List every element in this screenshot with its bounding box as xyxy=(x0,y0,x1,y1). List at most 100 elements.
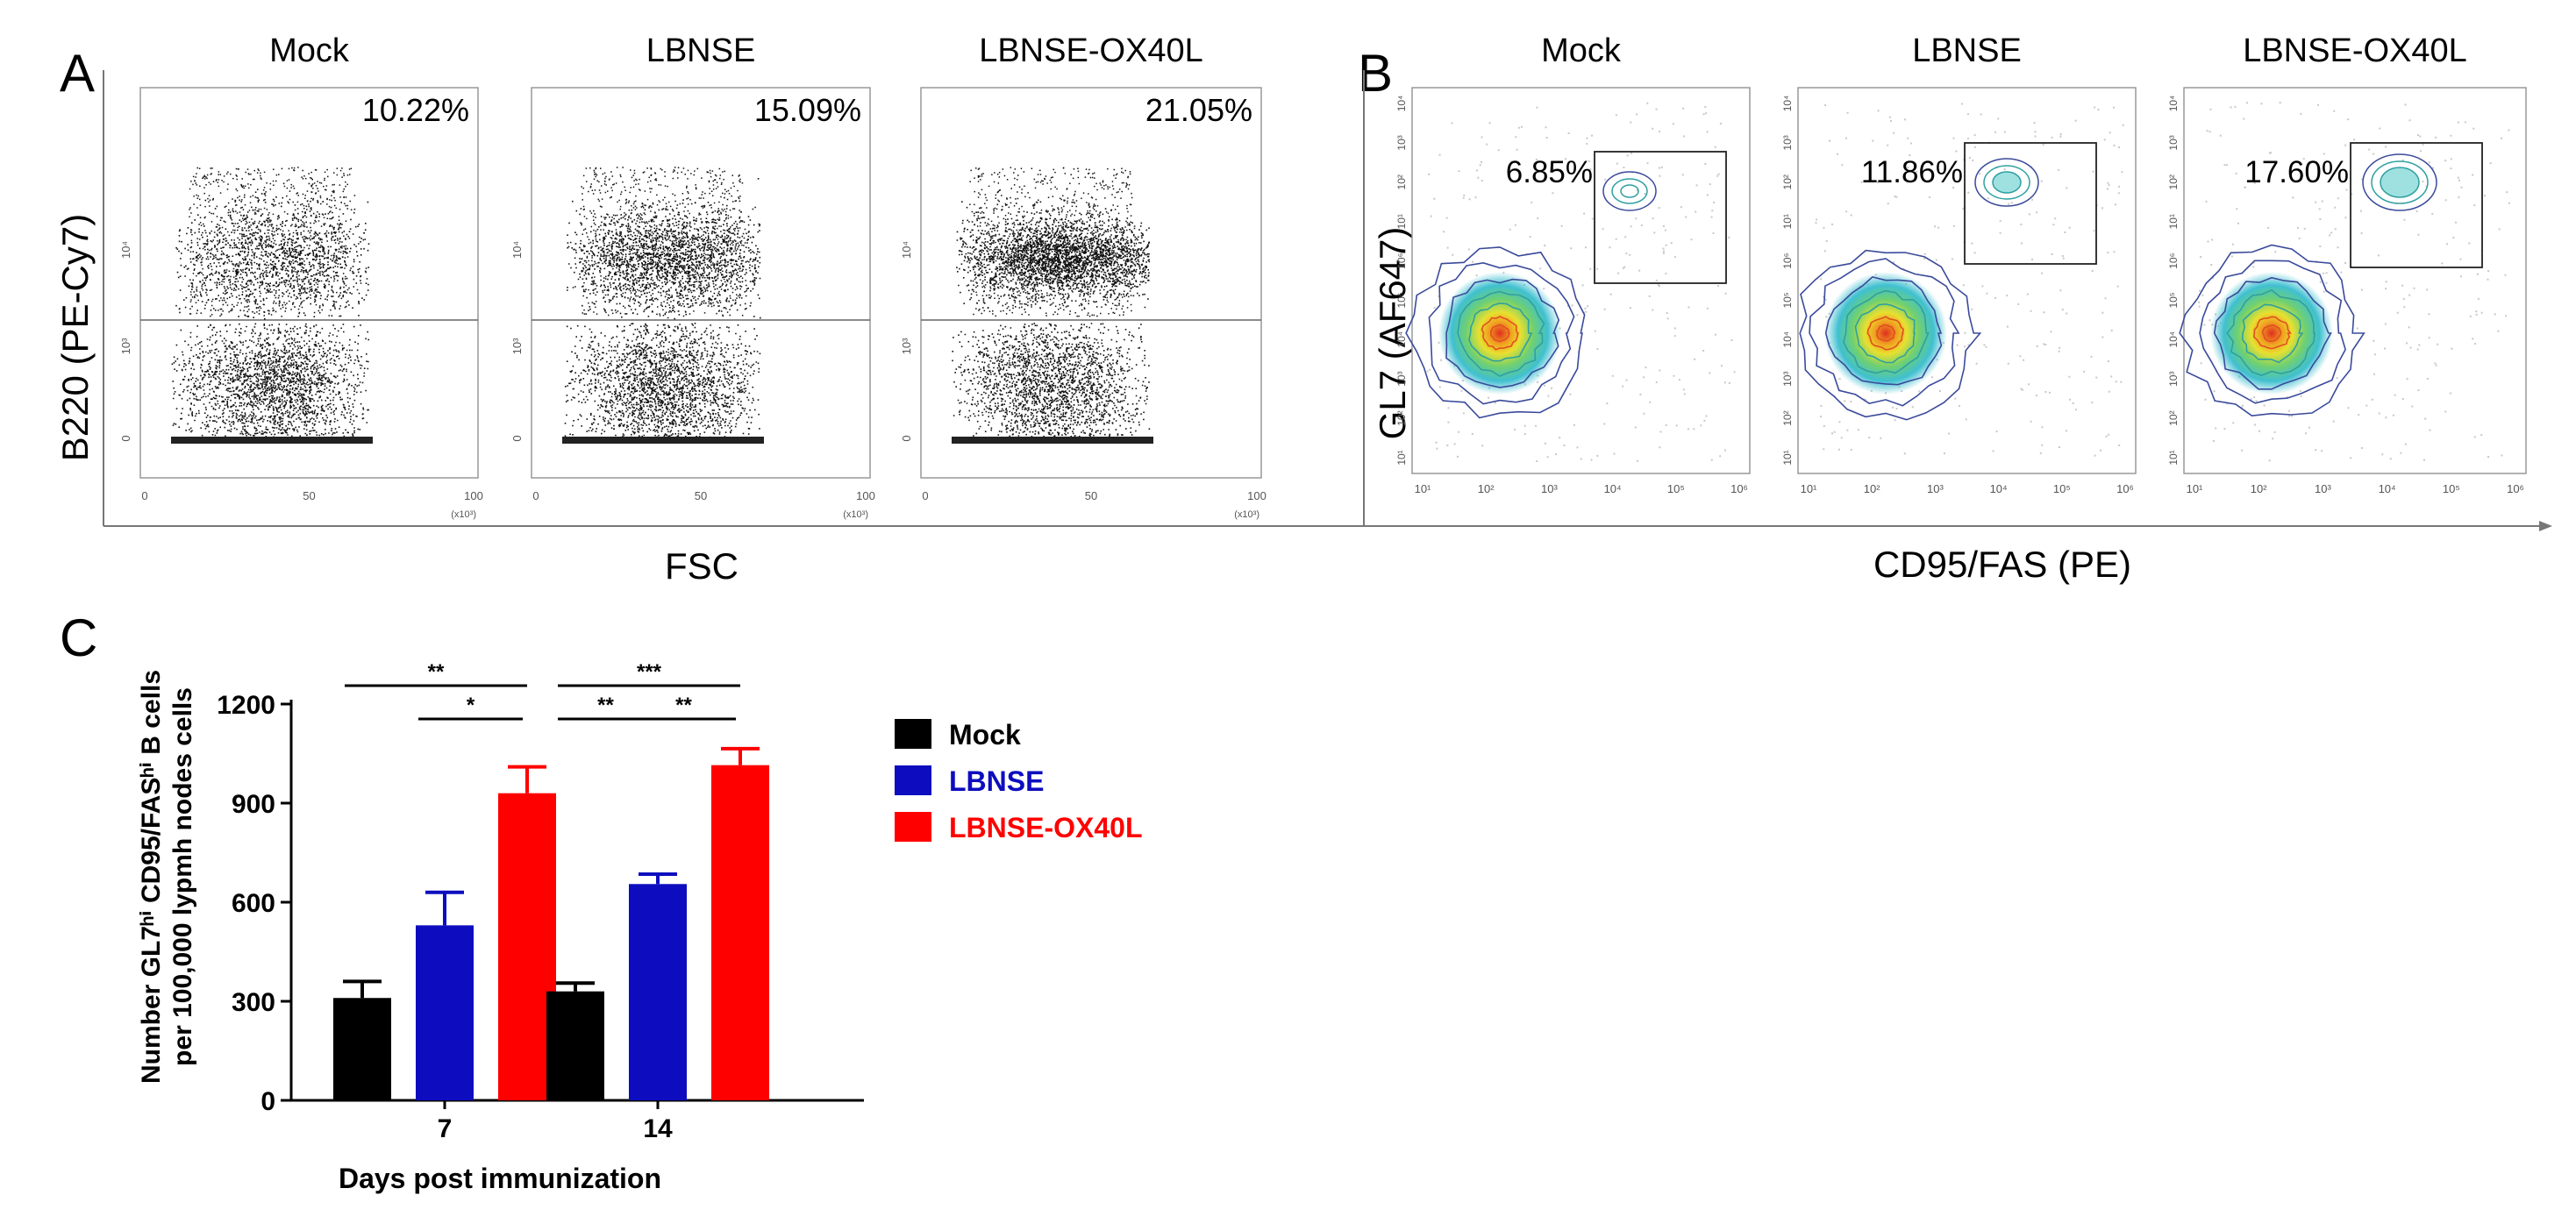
significance-label: ** xyxy=(428,660,445,684)
y-tick-label: 10¹ xyxy=(1395,450,1408,465)
x-tick-label: 10⁴ xyxy=(1990,482,2008,495)
y-tick-label: 10⁵ xyxy=(1781,292,1794,308)
contour-line xyxy=(2261,324,2282,343)
background-events xyxy=(1815,103,2124,457)
bar-chart-x-label: Days post immunization xyxy=(339,1163,661,1194)
contour-line xyxy=(1457,290,1545,377)
x-tick-label: 10² xyxy=(1864,482,1880,495)
contour-line xyxy=(1445,278,1560,388)
significance-label: *** xyxy=(637,660,662,684)
x-tick-label: 10³ xyxy=(2315,482,2331,495)
contour-plot-2: LBNSE 11.86% 10¹ 10² 10³ 10⁴ 10⁵ 10⁶ 10¹ 10² 10³ 10… xyxy=(1781,32,2137,495)
gated-contour xyxy=(1602,171,1657,211)
x-tick-label: 10⁶ xyxy=(2507,482,2524,495)
gate-percent: 10.22% xyxy=(362,92,469,128)
y-tick-label: 10⁶ xyxy=(2167,253,2180,268)
contour-line xyxy=(2213,276,2332,390)
contour-line xyxy=(1875,324,1896,342)
x-tick-label: 10⁶ xyxy=(1730,482,1748,495)
x-scale-note: (x10³) xyxy=(1234,509,1259,520)
x-tick-label: 100 xyxy=(856,489,875,502)
contour-plot-frame xyxy=(1797,87,2137,474)
gate-percent: 6.85% xyxy=(1506,155,1593,189)
contour-line xyxy=(1799,249,1982,421)
y-tick-label: 10⁴ xyxy=(900,241,913,259)
x-scale-note: (x10³) xyxy=(843,509,868,520)
y-tick-label: 10⁵ xyxy=(1395,292,1408,308)
gated-contour xyxy=(2371,160,2429,204)
y-tick-label: 600 xyxy=(232,889,275,918)
y-tick-label: 10¹ xyxy=(1781,450,1794,465)
y-tick-label: 10⁴ xyxy=(119,241,132,259)
significance-label: ** xyxy=(597,694,614,717)
y-tick-label: 900 xyxy=(232,790,275,819)
contour-line xyxy=(2252,316,2292,350)
gate-box xyxy=(1594,151,1727,284)
contour-line xyxy=(1428,261,1575,405)
bar-chart-y-label-line1: Number GL7ʰⁱ CD95/FASʰⁱ B cells xyxy=(137,670,166,1084)
event-dots xyxy=(171,167,370,440)
x-tick-label: 100 xyxy=(1247,489,1267,502)
dot-plot-title: Mock xyxy=(269,32,350,69)
contour-plot-3: LBNSE-OX40L 17.60% 10¹ 10² 10³ 10⁴ 10⁵ 10⁶ 10¹ 10… xyxy=(2167,32,2527,495)
bar-lbnse-ox40l-day14 xyxy=(711,765,769,1100)
y-tick-label: 10² xyxy=(2167,410,2180,425)
gated-contour xyxy=(1983,165,2030,200)
x-tick-label: 10⁵ xyxy=(2443,482,2460,495)
x-tick-label: 10² xyxy=(1478,482,1495,495)
y-tick-label: 0 xyxy=(510,435,524,441)
gate-percent: 21.05% xyxy=(1145,92,1252,128)
dot-plot-2: LBNSE 15.09% 0 50 100 (x10³) 0 10³ 10⁴ xyxy=(510,32,875,520)
gate-percent: 11.86% xyxy=(1861,155,1963,189)
gated-contour xyxy=(1974,158,2039,207)
x-tick-label: 10¹ xyxy=(2187,482,2203,495)
contour-line xyxy=(2199,260,2346,404)
y-tick-label: 300 xyxy=(232,988,275,1017)
y-tick-label: 10² xyxy=(1395,174,1408,189)
y-tick-label: 10³ xyxy=(900,338,913,354)
y-tick-label: 10⁴ xyxy=(1781,331,1794,348)
gate-percent: 17.60% xyxy=(2244,155,2349,189)
contour-plot-1: Mock 6.85% 10¹ 10² 10³ 10⁴ 10⁵ 10⁶ 10¹ 10² 10³ 10⁴ 1… xyxy=(1395,32,1751,495)
contour-plot-title: LBNSE xyxy=(1912,32,2022,69)
gated-contour xyxy=(1620,184,1639,198)
y-tick-label: 10⁶ xyxy=(1781,253,1794,268)
legend-label: LBNSE xyxy=(949,765,1044,797)
y-tick-label: 10¹ xyxy=(1395,214,1408,229)
axis-pileup xyxy=(171,437,373,444)
bar-mock-day7 xyxy=(333,998,391,1100)
event-dots xyxy=(952,167,1151,440)
panel-b-axis-arrow xyxy=(2539,521,2552,531)
y-tick-label: 10³ xyxy=(1781,135,1794,150)
y-tick-label: 0 xyxy=(260,1087,275,1116)
contour-line xyxy=(1843,289,1930,374)
contour-line xyxy=(2226,288,2316,376)
legend-label: Mock xyxy=(949,719,1021,751)
bar-mock-day14 xyxy=(546,991,604,1100)
x-tick-label: 7 xyxy=(438,1114,453,1143)
axis-pileup xyxy=(562,437,764,444)
y-tick-label: 10⁵ xyxy=(2167,292,2180,308)
legend-swatch xyxy=(895,765,931,795)
x-tick-label: 10⁴ xyxy=(2379,482,2396,495)
bar-lbnse-day14 xyxy=(629,884,687,1100)
contour-plot-title: LBNSE-OX40L xyxy=(2243,32,2467,69)
x-scale-note: (x10³) xyxy=(451,509,476,520)
contour-line xyxy=(2179,244,2365,417)
x-tick-label: 0 xyxy=(141,489,147,502)
x-tick-label: 0 xyxy=(922,489,928,502)
contour-line xyxy=(1809,258,1960,407)
panel-a-dot-plots: Mock 10.22% 0 50 100 (x10³) 0 10³ 10⁴ LBNSE 15.09%… xyxy=(119,32,1267,520)
y-tick-label: 0 xyxy=(119,435,132,441)
event-dots xyxy=(564,167,761,440)
y-tick-label: 10⁶ xyxy=(1395,253,1408,268)
bar-lbnse-day7 xyxy=(416,925,474,1100)
y-tick-label: 10¹ xyxy=(2167,214,2180,229)
x-tick-label: 100 xyxy=(464,489,483,502)
y-tick-label: 10³ xyxy=(119,338,132,354)
legend-swatch xyxy=(895,812,931,842)
y-tick-label: 10² xyxy=(1781,410,1794,425)
y-tick-label: 10⁴ xyxy=(2167,96,2180,112)
contour-line xyxy=(2241,303,2304,364)
contour-line xyxy=(1481,316,1519,351)
